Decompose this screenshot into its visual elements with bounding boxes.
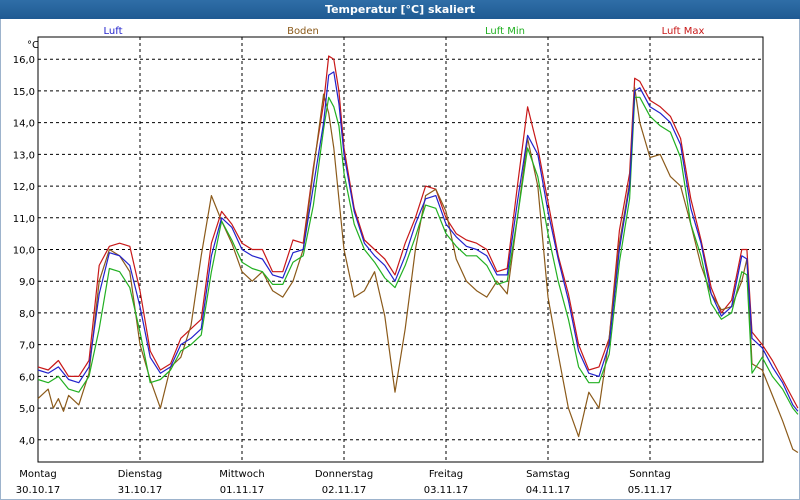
grid-lines [38,37,763,462]
series-lines [37,55,799,454]
y-tick-label: 14,0 [13,119,35,130]
x-tick-date: 30.10.17 [16,485,61,496]
series-line [37,96,799,415]
x-tick-day: Freitag [429,469,463,480]
x-tick-day: Montag [19,469,56,480]
y-tick-label: 16,0 [13,55,35,66]
legend-item: Luft Min [485,26,525,37]
x-tick-day: Donnerstag [315,469,373,480]
legend: Luft Boden Luft Min Luft Max [104,26,705,37]
series-line [37,71,799,412]
y-axis-unit: °C [27,40,39,51]
legend-item: Boden [287,26,319,37]
x-tick-date: 31.10.17 [118,485,163,496]
x-tick-day: Mittwoch [219,469,264,480]
y-tick-label: 7,0 [19,341,35,352]
series-line [37,87,799,454]
chart-title: Temperatur [°C] skaliert [0,0,800,19]
x-tick-date: 03.11.17 [424,485,469,496]
legend-item: Luft Max [662,26,705,37]
y-tick-label: 10,0 [13,246,35,257]
y-tick-label: 8,0 [19,309,35,320]
y-tick-label: 6,0 [19,372,35,383]
x-tick-date: 01.11.17 [220,485,265,496]
legend-item: Luft [104,26,123,37]
x-axis-labels: Montag 30.10.17 Dienstag 31.10.17 Mittwoch 01… [16,469,673,496]
y-tick-label: 9,0 [19,277,35,288]
y-tick-label: 12,0 [13,182,35,193]
y-tick-label: 11,0 [13,214,35,225]
y-tick-label: 15,0 [13,87,35,98]
y-tick-label: 4,0 [19,436,35,447]
x-tick-date: 05.11.17 [628,485,673,496]
series-line [37,55,799,409]
x-tick-day: Samstag [526,469,570,480]
y-tick-label: 5,0 [19,404,35,415]
x-tick-date: 04.11.17 [526,485,571,496]
y-axis-labels: 4,0 5,0 6,0 7,0 8,0 9,0 10,0 11,0 12,0 13,0 14,0 15… [13,55,35,447]
x-tick-day: Sonntag [629,469,671,480]
y-tick-label: 13,0 [13,150,35,161]
x-tick-date: 02.11.17 [322,485,367,496]
x-tick-day: Dienstag [118,469,163,480]
